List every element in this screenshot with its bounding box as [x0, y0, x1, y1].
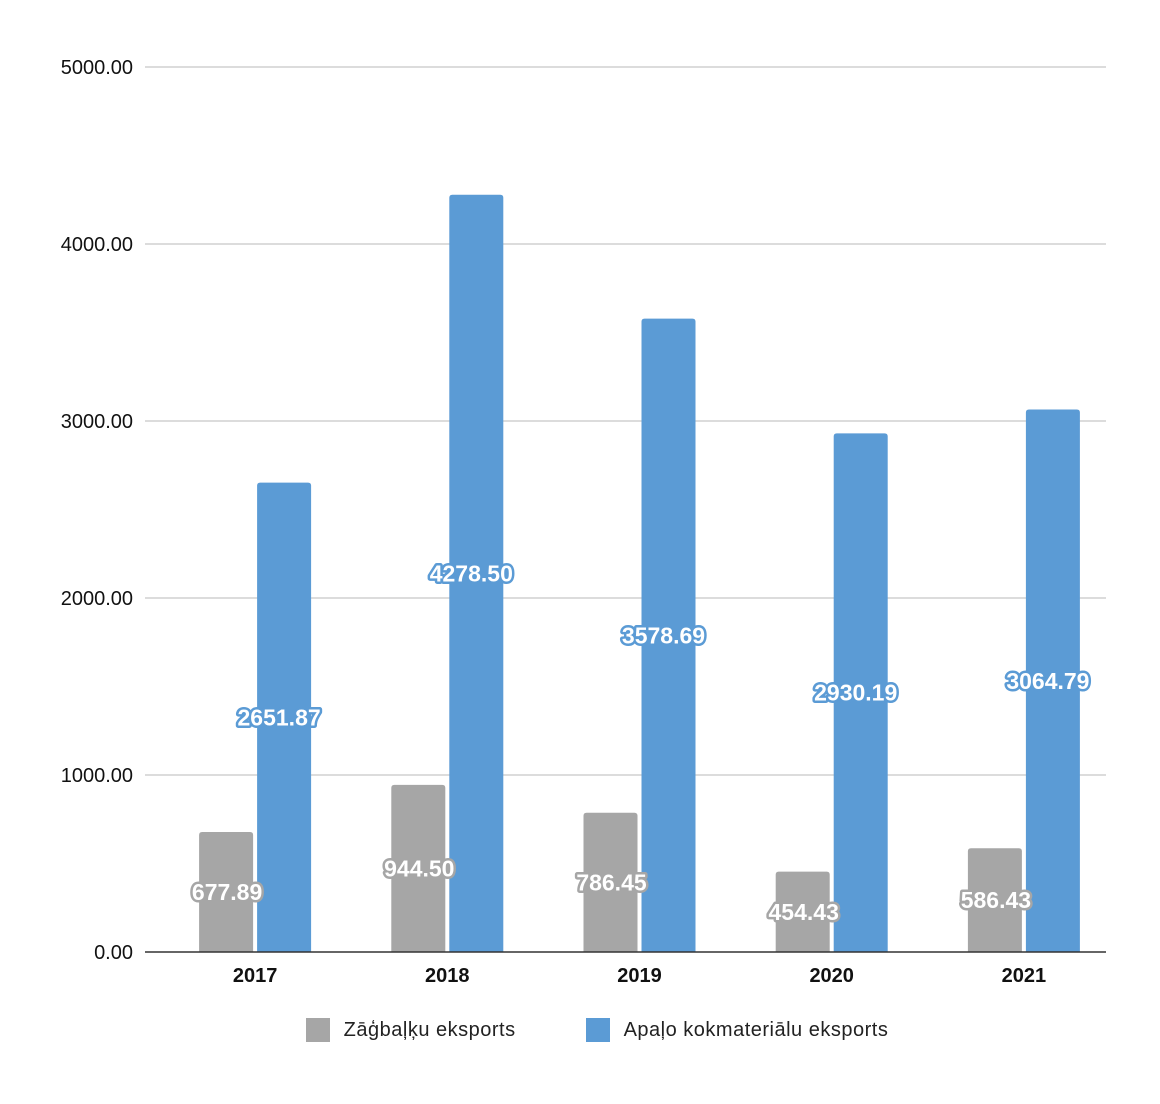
- bar-zagbalku-2021: [967, 848, 1022, 952]
- bar-apalo-2017: [257, 482, 312, 952]
- data-label-zagbalku-2018: 944.50: [384, 855, 454, 881]
- bar-zagbalku-2019: [583, 812, 638, 952]
- data-label-zagbalku-2021: 586.43: [961, 887, 1031, 913]
- bar-chart: 0.001000.002000.003000.004000.005000.00 …: [61, 57, 1106, 987]
- bar-apalo-2018: [449, 194, 504, 952]
- y-tick-label: 1000.00: [61, 765, 133, 787]
- legend-item-apalo-kokmaterialu-eksports: Apaļo kokmateriālu eksports: [552, 1018, 889, 1042]
- x-tick-label: 2018: [425, 965, 470, 987]
- bar-apalo-2020: [833, 433, 888, 952]
- data-label-apalo-2021: 3064.79: [1006, 668, 1089, 694]
- x-tick-label: 2020: [809, 965, 854, 987]
- bar-zagbalku-2018: [391, 784, 446, 952]
- x-tick-label: 2019: [617, 965, 662, 987]
- legend-swatch-apalo: [585, 1018, 610, 1042]
- y-tick-label: 5000.00: [61, 57, 133, 79]
- x-tick-label: 2017: [233, 965, 278, 987]
- data-label-zagbalku-2017: 677.89: [192, 879, 262, 905]
- y-axis-ticks: 0.00 1000.00 2000.00 3000.00 4000.00 5000.00: [61, 57, 133, 964]
- x-tick-label: 2021: [1002, 965, 1047, 987]
- bar-zagbalku-2017: [199, 832, 254, 952]
- y-tick-label: 2000.00: [61, 588, 133, 610]
- bar-apalo-2021: [1025, 409, 1080, 952]
- legend-item-zagbalku-eksports: Zāģbaļķu eksports: [272, 1018, 516, 1042]
- data-label-apalo-2018: 4278.50: [430, 560, 513, 586]
- data-label-apalo-2019: 3578.69: [622, 622, 705, 648]
- legend-label-zagbalku: Zāģbaļķu eksports: [343, 1018, 516, 1041]
- bar-zagbalku-2020: [775, 871, 830, 952]
- x-axis-ticks: 2017 2018 2019 2020 2021: [233, 965, 1046, 987]
- y-tick-label: 4000.00: [61, 234, 133, 256]
- legend: Zāģbaļķu eksports Apaļo kokmateriālu eks…: [0, 1018, 1160, 1042]
- data-label-apalo-2020: 2930.19: [814, 680, 897, 706]
- data-label-zagbalku-2019: 786.45: [576, 869, 647, 895]
- bar-apalo-2019: [641, 318, 696, 952]
- data-label-zagbalku-2020: 454.43: [769, 899, 839, 925]
- bars: [199, 194, 1080, 952]
- data-labels: 677.89 2651.87 944.50 4278.50 786.45 3578.69 4…: [189, 558, 1092, 927]
- legend-label-apalo: Apaļo kokmateriālu eksports: [623, 1018, 889, 1041]
- data-label-apalo-2017: 2651.87: [238, 704, 321, 730]
- legend-swatch-zagbalku: [305, 1018, 330, 1042]
- y-tick-label: 3000.00: [61, 411, 133, 433]
- y-tick-label: 0.00: [94, 942, 133, 964]
